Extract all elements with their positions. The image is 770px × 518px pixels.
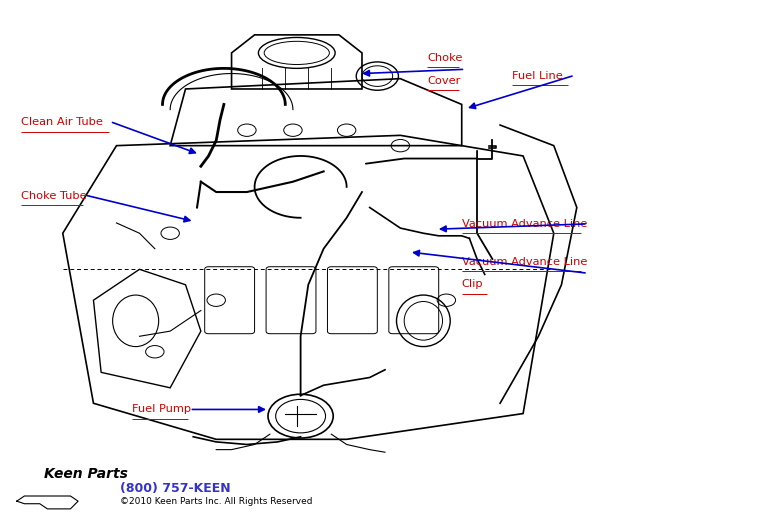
Text: Vacuum Advance Line: Vacuum Advance Line xyxy=(462,256,587,267)
Text: Cover: Cover xyxy=(427,76,460,86)
Text: Choke: Choke xyxy=(427,53,463,63)
Text: Keen Parts: Keen Parts xyxy=(44,467,128,481)
Text: Clean Air Tube: Clean Air Tube xyxy=(21,118,102,127)
Text: (800) 757-KEEN: (800) 757-KEEN xyxy=(120,482,231,495)
Text: Vacuum Advance Line: Vacuum Advance Line xyxy=(462,219,587,229)
Text: Clip: Clip xyxy=(462,279,484,289)
Text: ©2010 Keen Parts Inc. All Rights Reserved: ©2010 Keen Parts Inc. All Rights Reserve… xyxy=(120,497,313,506)
Text: Fuel Line: Fuel Line xyxy=(511,71,562,81)
Text: Fuel Pump: Fuel Pump xyxy=(132,405,191,414)
Text: Choke Tube: Choke Tube xyxy=(21,191,86,200)
